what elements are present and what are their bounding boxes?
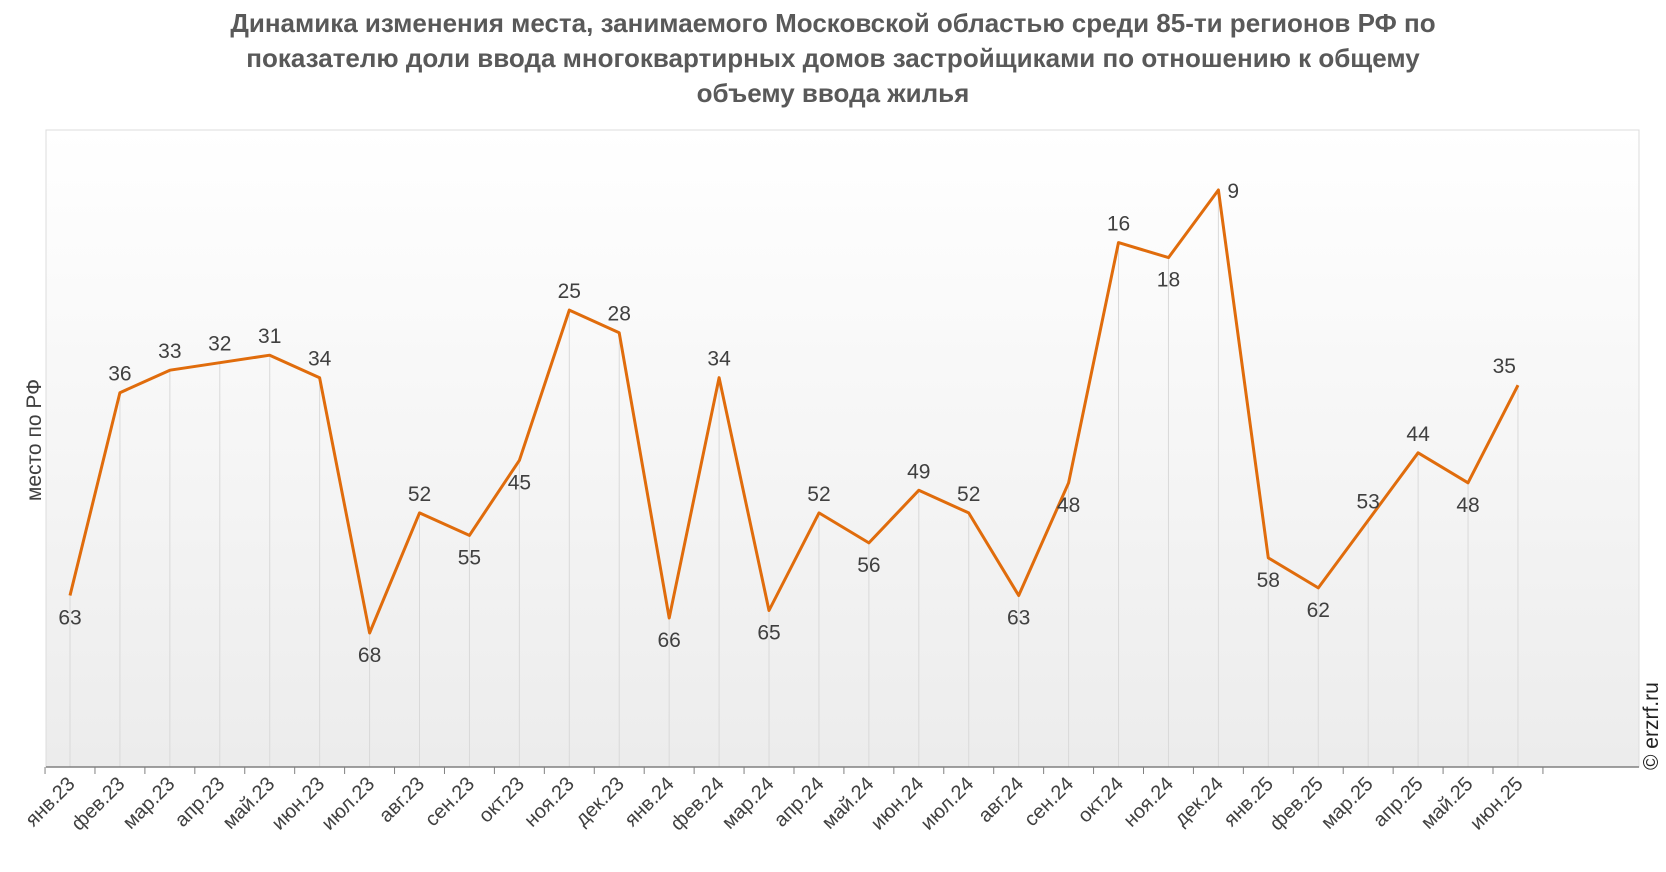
- data-label: 52: [408, 483, 431, 506]
- x-tick-label: июн.23: [268, 773, 330, 835]
- data-label: 44: [1406, 423, 1430, 446]
- x-tick-label: сен.24: [1020, 773, 1078, 831]
- data-label: 53: [1357, 490, 1380, 513]
- x-tick-label: ноя.24: [1119, 773, 1178, 832]
- data-label: 18: [1157, 269, 1180, 292]
- x-axis-labels: янв.23фев.23мар.23апр.23май.23июн.23июл.…: [21, 773, 1527, 835]
- x-tick-label: окт.23: [475, 773, 529, 827]
- x-tick-label: апр.23: [171, 773, 230, 832]
- credit-text: © erzrf.ru: [1640, 682, 1664, 770]
- data-label: 9: [1227, 180, 1239, 203]
- x-tick-label: июл.24: [917, 773, 979, 835]
- data-label: 35: [1493, 355, 1516, 378]
- x-tick-label: июн.25: [1466, 773, 1528, 835]
- x-tick-label: май.25: [1417, 773, 1478, 834]
- x-tick-label: апр.24: [770, 773, 829, 832]
- x-tick-label: фев.25: [1266, 773, 1328, 835]
- data-label: 65: [757, 621, 780, 644]
- data-label: 33: [158, 340, 181, 363]
- x-tick-label: мар.24: [718, 773, 779, 834]
- data-label: 52: [957, 483, 980, 506]
- x-tick-label: фев.24: [666, 773, 728, 835]
- data-label: 56: [857, 554, 880, 577]
- plot-area: [46, 130, 1639, 767]
- data-label: 49: [907, 460, 930, 483]
- data-label: 48: [1456, 494, 1479, 517]
- data-label: 16: [1107, 213, 1130, 236]
- data-label: 31: [258, 325, 281, 348]
- x-tick-label: окт.24: [1074, 773, 1128, 827]
- x-tick-label: июл.23: [317, 773, 379, 835]
- x-tick-label: мар.23: [119, 773, 180, 834]
- data-label: 52: [807, 483, 830, 506]
- x-tick-label: дек.23: [571, 773, 629, 831]
- x-tick-label: дек.24: [1170, 773, 1228, 831]
- data-label: 68: [358, 644, 381, 667]
- data-label: 62: [1307, 599, 1330, 622]
- x-tick-label: мар.25: [1317, 773, 1378, 834]
- x-tick-label: авг.24: [974, 773, 1028, 827]
- x-axis-ticks: [45, 767, 1543, 774]
- x-tick-label: ноя.23: [520, 773, 579, 832]
- data-label: 28: [608, 303, 631, 326]
- data-label: 58: [1257, 569, 1280, 592]
- data-label: 48: [1057, 494, 1080, 517]
- data-label: 63: [58, 606, 81, 629]
- data-label: 34: [707, 348, 731, 371]
- data-label: 63: [1007, 606, 1030, 629]
- data-label: 36: [108, 363, 131, 386]
- x-tick-label: июн.24: [867, 773, 929, 835]
- data-label: 55: [458, 546, 481, 569]
- x-tick-label: авг.23: [375, 773, 429, 827]
- y-axis-label: место по РФ: [23, 379, 46, 501]
- x-tick-label: май.23: [219, 773, 280, 834]
- x-tick-label: фев.23: [67, 773, 129, 835]
- data-label: 32: [208, 333, 231, 356]
- x-tick-label: сен.23: [421, 773, 479, 831]
- data-label: 66: [657, 629, 680, 652]
- x-tick-label: апр.25: [1369, 773, 1428, 832]
- x-tick-label: май.24: [818, 773, 879, 834]
- data-label: 34: [308, 348, 332, 371]
- data-label: 45: [508, 471, 531, 494]
- data-label: 25: [558, 280, 581, 303]
